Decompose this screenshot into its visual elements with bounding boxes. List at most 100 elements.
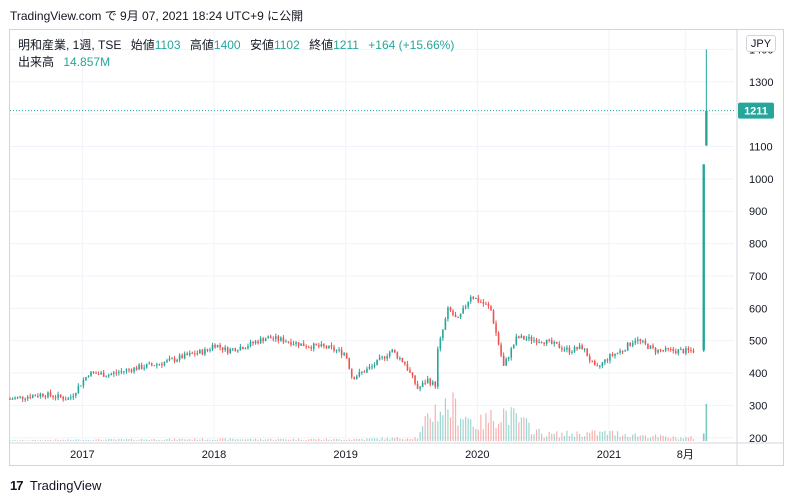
candle-body [67, 398, 70, 400]
candle-body [510, 348, 513, 358]
candle-body [328, 345, 330, 348]
candle-body [485, 303, 487, 305]
candle-body [439, 338, 442, 349]
candle-body [161, 364, 163, 366]
volume-bar [480, 414, 482, 441]
candle-body [90, 371, 92, 377]
volume-bar [191, 439, 193, 441]
volume-bar [422, 426, 424, 441]
volume-bar [222, 438, 224, 441]
candle-body [447, 307, 449, 319]
volume-bar [280, 438, 282, 441]
volume-bar [629, 437, 631, 441]
candle-body [231, 348, 234, 350]
candle-body [416, 383, 419, 389]
candle-body [376, 359, 378, 366]
volume-bar [16, 440, 19, 441]
candle-body [310, 347, 313, 349]
volume-bar [644, 435, 646, 441]
currency-button[interactable]: JPY [746, 35, 776, 52]
candle-body [371, 366, 373, 368]
candle-body [300, 343, 302, 346]
volume-bar [599, 431, 601, 441]
volume-bar [386, 437, 388, 441]
volume-bar [285, 439, 287, 441]
candle-body [107, 375, 110, 377]
price-tick-label: 500 [749, 336, 767, 348]
volume-bar [163, 439, 166, 441]
volume-bar [586, 432, 588, 441]
volume-bar [277, 438, 279, 441]
volume-bar [594, 430, 596, 441]
volume-bar [54, 439, 57, 441]
candle-body [59, 394, 62, 398]
volume-bar [639, 435, 641, 441]
volume-bar [72, 440, 74, 441]
candle-body [118, 372, 120, 374]
candle-body [338, 349, 340, 351]
candle-body [14, 397, 16, 399]
candle-body [345, 353, 348, 359]
volume-bar [49, 440, 52, 441]
volume-bar [123, 439, 125, 441]
candle-body [555, 341, 558, 344]
volume-bar [487, 422, 490, 441]
volume-bar [680, 437, 682, 441]
volume-bar [158, 440, 160, 441]
candle-body [680, 349, 682, 351]
volume-bar [482, 429, 484, 441]
volume-bar [520, 417, 522, 441]
candle-body [26, 396, 29, 399]
volume-bar [343, 439, 345, 441]
volume-bar [92, 440, 95, 441]
price-tick-label: 1000 [749, 174, 773, 186]
symbol-label[interactable]: 明和産業, 1週, TSE [18, 38, 122, 52]
volume-bar [454, 398, 457, 441]
candle-body [469, 296, 472, 302]
candle-body [39, 393, 42, 397]
candle-body [599, 365, 601, 367]
price-tick-label: 800 [749, 239, 767, 251]
volume-bar [538, 428, 540, 441]
candle-body [77, 386, 80, 394]
volume-bar [376, 438, 378, 441]
volume-bar [523, 417, 525, 441]
volume-bar [171, 439, 173, 441]
time-tick-label: 2018 [202, 449, 226, 461]
volume-bar [578, 433, 581, 441]
volume-bar [196, 439, 198, 441]
price-tick-label: 200 [749, 433, 767, 445]
candle-body [637, 339, 639, 341]
candle-body [474, 297, 477, 299]
candle-body [442, 329, 444, 339]
candle-body [667, 347, 669, 349]
volume-bar [535, 429, 538, 441]
candle-body [115, 372, 118, 374]
candle-body [123, 371, 125, 373]
volume-bar [252, 439, 254, 441]
volume-bar [237, 439, 239, 441]
candle-body [100, 372, 102, 375]
volume-bar [622, 435, 624, 441]
candle-body [135, 367, 138, 370]
volume-bar [475, 428, 477, 441]
candle-body [178, 355, 181, 360]
candle-body [221, 347, 224, 351]
candle-body [497, 332, 500, 345]
candle-body [401, 358, 404, 363]
volume-bar [558, 437, 560, 441]
candle-body [125, 369, 128, 372]
candle-body [229, 348, 232, 354]
tradingview-footer[interactable]: 17 TradingView [10, 478, 101, 493]
candle-body [320, 344, 323, 347]
time-tick-label: 2017 [70, 449, 94, 461]
candle-body [163, 362, 166, 366]
volume-bar [619, 436, 621, 441]
candle-body [396, 352, 399, 359]
candle-body [477, 297, 480, 302]
volume-bar [272, 439, 274, 441]
volume-bar [596, 435, 598, 441]
volume-bar [39, 439, 41, 441]
volume-bar [452, 392, 454, 441]
